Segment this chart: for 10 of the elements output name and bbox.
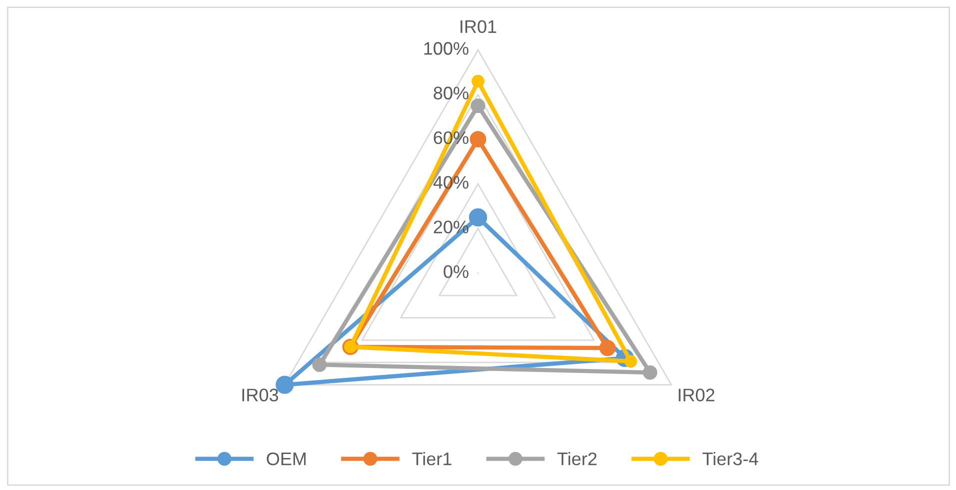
y-tick-label: 0%	[444, 265, 468, 278]
spoke-label: IR02	[678, 388, 714, 402]
spoke-label: IR01	[460, 20, 496, 34]
legend-label: Tier3-4	[702, 452, 758, 466]
y-tick-label: 80%	[434, 86, 468, 100]
legend-label: OEM	[266, 452, 306, 466]
legend-label: Tier1	[412, 452, 452, 466]
y-tick-label: 100%	[424, 42, 468, 55]
legend-label: Tier2	[557, 452, 597, 466]
spoke-label: IR03	[242, 388, 278, 402]
